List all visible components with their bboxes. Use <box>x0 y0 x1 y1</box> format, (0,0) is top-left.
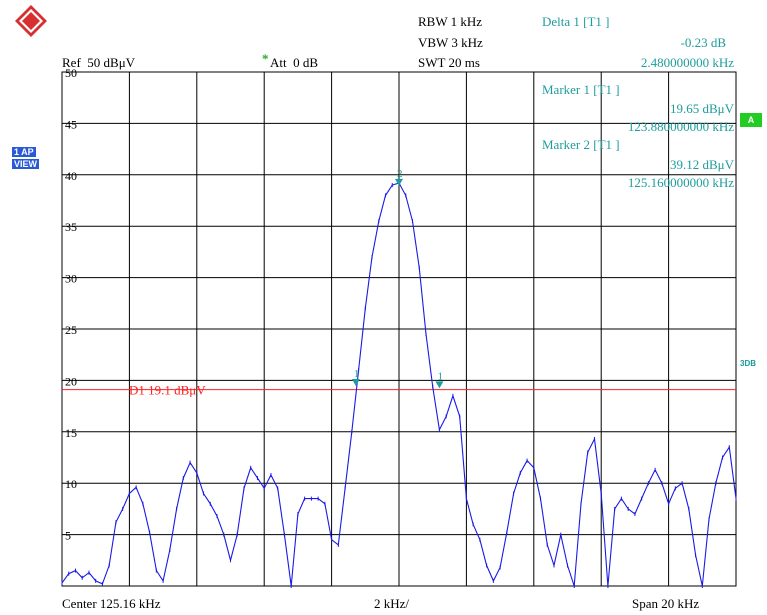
y-tick-label: 50 <box>65 66 77 80</box>
plot-frame <box>61 71 737 587</box>
plot-grid <box>62 72 736 586</box>
y-tick-label: 15 <box>65 426 77 440</box>
vbw-label: VBW 3 kHz <box>418 35 483 50</box>
marker2-level: 39.12 dBμV <box>669 157 734 172</box>
y-tick-label: 5 <box>65 529 71 543</box>
marker1-freq: 123.880000000 kHz <box>627 119 734 134</box>
y-tick-label: 25 <box>65 323 77 337</box>
span-label: Span 20 kHz <box>632 596 700 611</box>
marker-symbols: 1 2 1 <box>351 168 444 389</box>
marker1-level: 19.65 dBμV <box>669 101 734 116</box>
division-label: 2 kHz/ <box>374 596 410 611</box>
marker-number: 2 <box>397 168 403 180</box>
y-tick-label: 30 <box>65 272 77 286</box>
display-line-label: D1 19.1 dBμV <box>129 383 206 398</box>
marker-number: 1 <box>354 368 360 380</box>
trace-a-badge: A <box>740 113 762 127</box>
marker-number: 1 <box>437 370 443 382</box>
trace-detector-label: VIEW <box>12 159 40 169</box>
marker-triangle <box>435 381 444 389</box>
rbw-label: RBW 1 kHz <box>418 14 483 29</box>
center-frequency-label: Center 125.16 kHz <box>62 596 161 611</box>
ref-level-label: Ref 50 dBμV <box>62 55 136 70</box>
rohde-schwarz-logo <box>15 5 47 37</box>
y-tick-label: 35 <box>65 220 77 234</box>
trace-mode-label: 1 AP <box>12 147 36 157</box>
delta-marker-title: Delta 1 [T1 ] <box>542 14 610 29</box>
delta-marker-level: -0.23 dB <box>680 35 727 50</box>
marker2-freq: 125.160000000 kHz <box>627 175 734 190</box>
y-tick-label: 45 <box>65 117 77 131</box>
attenuation-label: Att 0 dB <box>270 55 319 70</box>
marker1-title: Marker 1 [T1 ] <box>542 82 620 97</box>
three-db-label: 3DB <box>740 359 757 368</box>
marker-triangle <box>395 178 403 186</box>
marker2-title: Marker 2 [T1 ] <box>542 137 620 152</box>
trace-points <box>61 181 737 588</box>
y-tick-label: 40 <box>65 169 77 183</box>
y-tick-label: 10 <box>65 477 77 491</box>
marker-triangle <box>351 378 360 386</box>
swt-label: SWT 20 ms <box>418 55 480 70</box>
y-tick-label: 20 <box>65 374 77 388</box>
att-star: * <box>262 51 269 66</box>
y-tick-labels: 5 10 15 20 25 30 35 40 45 50 <box>65 66 77 543</box>
delta-marker-freq: 2.480000000 kHz <box>640 55 734 70</box>
